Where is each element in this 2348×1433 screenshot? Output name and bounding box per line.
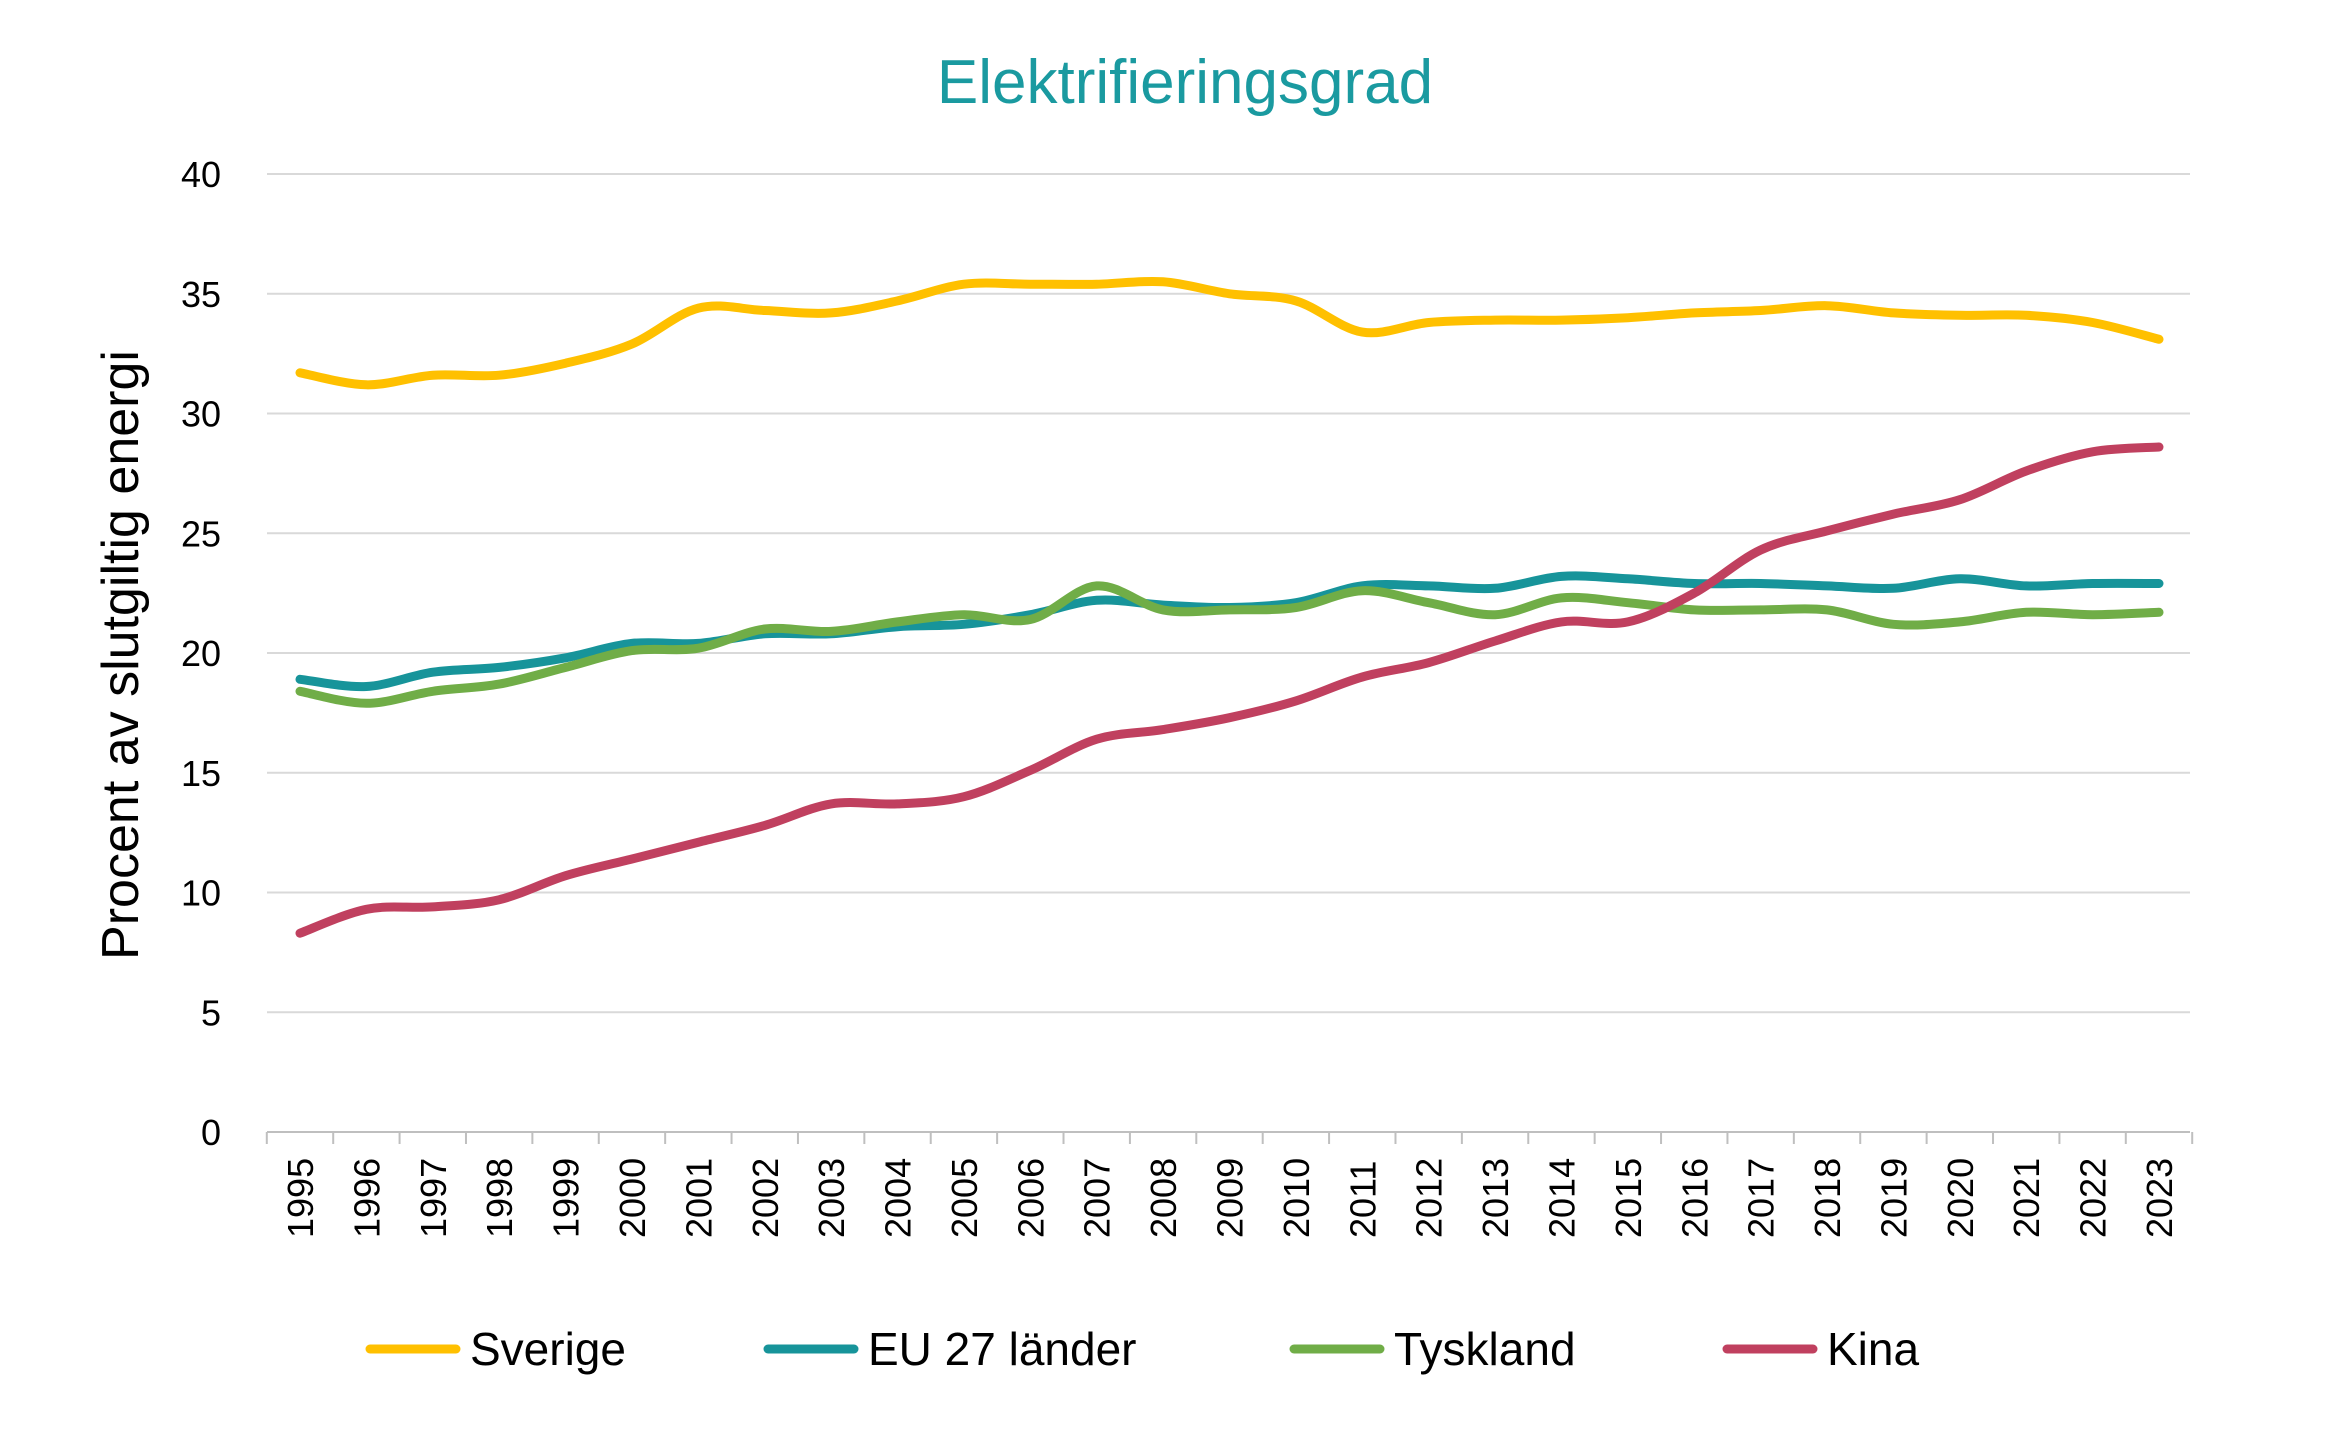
x-axis: 1995 1996 1997 1998 1999 2000 2001 2002 2003 2004… [265,1131,2194,1238]
x-tick-label: 2012 [1409,1158,1450,1238]
x-tick-label: 2001 [678,1158,719,1238]
x-tick-label: 1999 [546,1158,587,1238]
x-tick-label: 2007 [1077,1158,1118,1238]
series-line-kina [295,442,2164,938]
series-lines [295,276,2164,938]
x-tick-label: 2004 [878,1158,919,1238]
legend-label: Sverige [470,1323,626,1375]
y-tick-label: 40 [181,154,221,195]
chart-title: Elektrifieringsgrad [937,48,1433,117]
legend-label: EU 27 länder [868,1323,1137,1375]
x-tick-label: 2010 [1276,1158,1317,1238]
x-tick-label: 2008 [1143,1158,1184,1238]
y-tick-label: 25 [181,513,221,554]
x-tick-label: 2002 [745,1158,786,1238]
x-tick-label: 2023 [2139,1158,2180,1238]
gridlines [267,173,2190,1014]
x-tick-label: 2015 [1608,1158,1649,1238]
x-tick-label: 2014 [1541,1158,1582,1238]
x-tick-label: 1998 [479,1158,520,1238]
x-tick-label: 2013 [1475,1158,1516,1238]
x-tick-label: 2000 [612,1158,653,1238]
x-tick-label: 1995 [280,1158,321,1238]
x-tick-label: 2021 [2006,1158,2047,1238]
x-tick-label: 2022 [2073,1158,2114,1238]
y-axis-ticks: 0 5 10 15 20 25 30 35 40 [181,154,221,1153]
series-line-sverige [295,276,2164,390]
x-tick-label: 2011 [1342,1161,1383,1238]
y-tick-label: 0 [201,1112,221,1153]
y-axis-label: Procent av slutgiltig energi [92,350,150,960]
x-tick-label: 1996 [346,1158,387,1238]
y-tick-label: 5 [201,992,221,1033]
x-tick-label: 2017 [1741,1158,1782,1238]
y-tick-label: 20 [181,633,221,674]
y-tick-label: 15 [181,753,221,794]
x-tick-label: 2016 [1674,1158,1715,1238]
x-tick-label: 2018 [1807,1158,1848,1238]
legend-label: Kina [1827,1323,1919,1375]
x-tick-label: 2019 [1873,1158,1914,1238]
y-tick-label: 35 [181,274,221,315]
legend: Sverige EU 27 länder Tyskland Kina [365,1323,1919,1375]
x-tick-label: 1997 [413,1158,454,1238]
x-tick-label: 2005 [944,1158,985,1238]
series-line-tyskland [295,581,2164,708]
x-tick-label: 2003 [811,1158,852,1238]
y-tick-label: 10 [181,873,221,914]
series-line-eu-27-länder [295,571,2164,692]
x-tick-label: 2006 [1010,1158,1051,1238]
legend-label: Tyskland [1394,1323,1576,1375]
x-tick-label: 2009 [1210,1158,1251,1238]
x-tick-label: 2020 [1940,1158,1981,1238]
y-tick-label: 30 [181,394,221,435]
